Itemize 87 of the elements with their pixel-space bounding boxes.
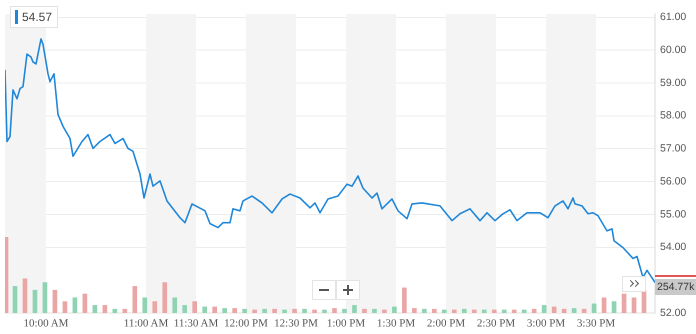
bar: [362, 308, 367, 313]
y-tick-label: 54.00: [660, 241, 686, 254]
bar: [32, 290, 38, 313]
bar: [582, 308, 586, 313]
text: 254.77k: [657, 280, 696, 293]
bar: [152, 301, 158, 313]
y-tick-label: 56.00: [660, 175, 686, 188]
bar: [102, 305, 108, 313]
bar: [312, 310, 317, 313]
y-tick-label: 58.00: [660, 110, 686, 122]
x-tick-label: 2:30 PM: [476, 317, 516, 330]
bar: [292, 308, 297, 313]
bar: [222, 308, 227, 313]
bar: [232, 308, 237, 313]
bar: [632, 297, 636, 313]
x-tick-label: 3:00 PM: [526, 317, 566, 330]
bar: [52, 290, 58, 313]
bar: [402, 288, 407, 313]
bar: [412, 308, 417, 313]
y-tick-label: 52.00: [660, 306, 686, 319]
bar: [82, 294, 88, 313]
x-tick-label: 1:30 PM: [376, 317, 416, 330]
bar: [132, 286, 138, 313]
bar: [22, 278, 28, 313]
bar: [342, 308, 347, 313]
bar: [462, 308, 467, 313]
bar: [242, 308, 247, 313]
bar: [512, 310, 517, 313]
bar: [442, 310, 447, 313]
x-tick-label: 11:00 AM: [124, 317, 168, 330]
bar: [472, 310, 477, 313]
bar: [212, 306, 218, 313]
bar: [252, 310, 257, 313]
bar: [172, 297, 178, 313]
x-tick-label: 12:30 PM: [274, 317, 318, 330]
bar: [382, 310, 387, 313]
bar: [432, 308, 437, 313]
bar: [142, 297, 148, 313]
x-tick-label: 12:00 PM: [224, 317, 268, 330]
y-tick-label: 61.00: [660, 11, 686, 24]
bar: [272, 308, 277, 313]
bar: [552, 306, 556, 313]
annotation: 54.57: [22, 10, 52, 24]
x-tick-label: 2:00 PM: [426, 317, 466, 330]
bar: [452, 310, 457, 313]
bar: [612, 301, 616, 313]
bar: [122, 308, 128, 313]
bar: [482, 310, 487, 313]
bar: [202, 306, 208, 313]
y-tick-label: 57.00: [660, 142, 686, 155]
bar: [12, 286, 18, 313]
bar: [542, 305, 546, 313]
x-tick-label: 1:00 PM: [326, 317, 366, 330]
bar: [642, 290, 646, 313]
bar: [392, 306, 397, 313]
bar: [502, 310, 507, 313]
bar: [352, 305, 357, 313]
y-tick-label: 55.00: [660, 208, 686, 220]
bar: [492, 310, 497, 313]
bar: [592, 304, 596, 313]
bar: [92, 305, 98, 313]
y-tick-label: 60.00: [660, 44, 686, 56]
bar: [5, 237, 8, 313]
bar: [72, 297, 78, 313]
x-tick-label: 11:30 AM: [174, 317, 218, 330]
bar: [372, 308, 377, 313]
x-tick-label: 3:30 PM: [576, 317, 616, 330]
bar: [42, 282, 48, 313]
bar: [302, 308, 307, 313]
bar: [262, 308, 267, 313]
bar: [572, 308, 576, 313]
bar: [522, 310, 527, 313]
bar: [622, 294, 626, 313]
bar: [282, 310, 287, 313]
bar: [332, 308, 337, 313]
bar: [602, 297, 606, 313]
x-tick-label: 10:00 AM: [24, 317, 69, 330]
bar: [532, 308, 537, 313]
bar: [162, 282, 168, 313]
bar: [62, 301, 68, 313]
bar: [322, 310, 327, 313]
bar: [192, 301, 198, 313]
bar: [562, 308, 566, 313]
bar: [112, 308, 118, 313]
bar: [422, 308, 427, 313]
y-tick-label: 59.00: [660, 76, 686, 89]
bar: [182, 305, 188, 313]
